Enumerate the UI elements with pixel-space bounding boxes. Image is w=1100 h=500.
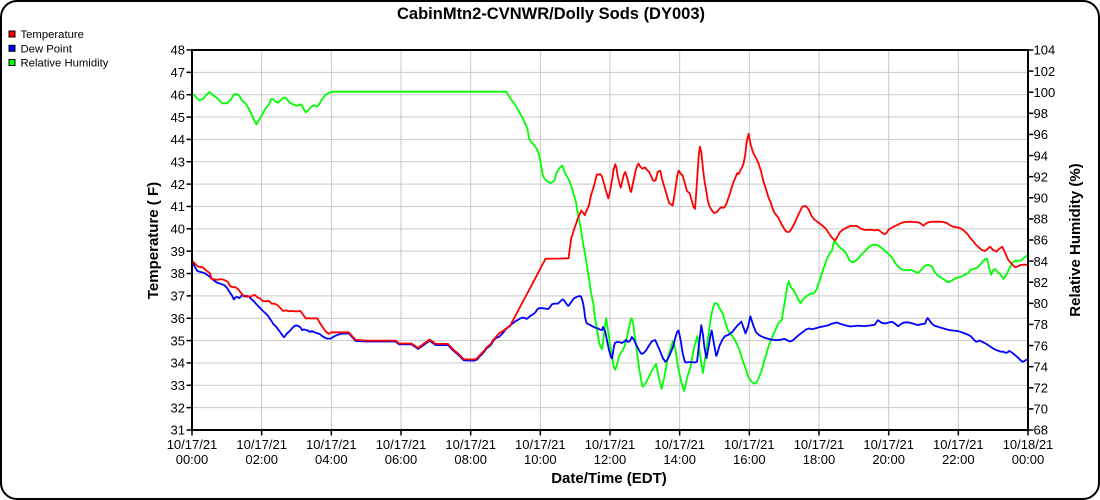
svg-text:43: 43 <box>171 154 185 169</box>
svg-text:82: 82 <box>1034 275 1048 290</box>
svg-text:46: 46 <box>171 87 185 102</box>
svg-text:70: 70 <box>1034 402 1048 417</box>
svg-text:76: 76 <box>1034 338 1048 353</box>
svg-text:04:00: 04:00 <box>315 452 348 467</box>
svg-text:80: 80 <box>1034 296 1048 311</box>
svg-text:98: 98 <box>1034 106 1048 121</box>
svg-text:32: 32 <box>171 400 185 415</box>
svg-text:41: 41 <box>171 199 185 214</box>
svg-text:90: 90 <box>1034 190 1048 205</box>
svg-text:10/17/21: 10/17/21 <box>445 437 496 452</box>
svg-text:88: 88 <box>1034 212 1048 227</box>
svg-text:10/17/21: 10/17/21 <box>654 437 705 452</box>
svg-text:102: 102 <box>1034 64 1056 79</box>
svg-text:22:00: 22:00 <box>942 452 975 467</box>
svg-text:92: 92 <box>1034 169 1048 184</box>
svg-text:68: 68 <box>1034 423 1048 438</box>
svg-text:16:00: 16:00 <box>733 452 766 467</box>
svg-text:36: 36 <box>171 311 185 326</box>
svg-text:39: 39 <box>171 244 185 259</box>
svg-text:Temperature ( F): Temperature ( F) <box>145 182 162 299</box>
svg-text:78: 78 <box>1034 317 1048 332</box>
svg-text:10/17/21: 10/17/21 <box>794 437 845 452</box>
svg-text:10/17/21: 10/17/21 <box>306 437 357 452</box>
svg-text:45: 45 <box>171 110 185 125</box>
svg-text:Dew Point: Dew Point <box>21 44 73 56</box>
svg-text:10/17/21: 10/17/21 <box>167 437 218 452</box>
svg-text:14:00: 14:00 <box>663 452 696 467</box>
svg-text:Relative Humidity (%): Relative Humidity (%) <box>1067 163 1084 316</box>
svg-text:18:00: 18:00 <box>803 452 836 467</box>
svg-text:06:00: 06:00 <box>385 452 418 467</box>
svg-text:44: 44 <box>171 132 185 147</box>
svg-text:96: 96 <box>1034 127 1048 142</box>
svg-text:72: 72 <box>1034 380 1048 395</box>
svg-text:10/17/21: 10/17/21 <box>933 437 984 452</box>
svg-text:33: 33 <box>171 378 185 393</box>
svg-text:10/17/21: 10/17/21 <box>724 437 775 452</box>
svg-text:100: 100 <box>1034 85 1056 100</box>
svg-text:10/17/21: 10/17/21 <box>376 437 427 452</box>
svg-text:10/18/21: 10/18/21 <box>1003 437 1054 452</box>
svg-text:86: 86 <box>1034 233 1048 248</box>
svg-text:34: 34 <box>171 356 185 371</box>
svg-text:10:00: 10:00 <box>524 452 557 467</box>
svg-text:Temperature: Temperature <box>21 29 84 41</box>
svg-text:02:00: 02:00 <box>245 452 278 467</box>
svg-text:74: 74 <box>1034 359 1048 374</box>
svg-text:00:00: 00:00 <box>176 452 209 467</box>
svg-text:10/17/21: 10/17/21 <box>515 437 566 452</box>
svg-text:20:00: 20:00 <box>872 452 905 467</box>
svg-text:12:00: 12:00 <box>594 452 627 467</box>
svg-text:38: 38 <box>171 266 185 281</box>
svg-text:10/17/21: 10/17/21 <box>863 437 914 452</box>
svg-text:Relative Humidity: Relative Humidity <box>21 58 109 70</box>
svg-text:31: 31 <box>171 423 185 438</box>
svg-text:35: 35 <box>171 333 185 348</box>
svg-text:42: 42 <box>171 177 185 192</box>
svg-text:84: 84 <box>1034 254 1048 269</box>
svg-text:94: 94 <box>1034 148 1048 163</box>
svg-text:CabinMtn2-CVNWR/Dolly Sods (DY: CabinMtn2-CVNWR/Dolly Sods (DY003) <box>397 5 705 23</box>
svg-text:47: 47 <box>171 65 185 80</box>
svg-text:37: 37 <box>171 289 185 304</box>
svg-text:10/17/21: 10/17/21 <box>236 437 287 452</box>
svg-text:48: 48 <box>171 43 185 58</box>
svg-text:104: 104 <box>1034 43 1056 58</box>
svg-text:Date/Time (EDT): Date/Time (EDT) <box>551 470 667 487</box>
svg-text:00:00: 00:00 <box>1012 452 1045 467</box>
svg-text:08:00: 08:00 <box>454 452 487 467</box>
svg-text:40: 40 <box>171 222 185 237</box>
svg-text:10/17/21: 10/17/21 <box>585 437 636 452</box>
